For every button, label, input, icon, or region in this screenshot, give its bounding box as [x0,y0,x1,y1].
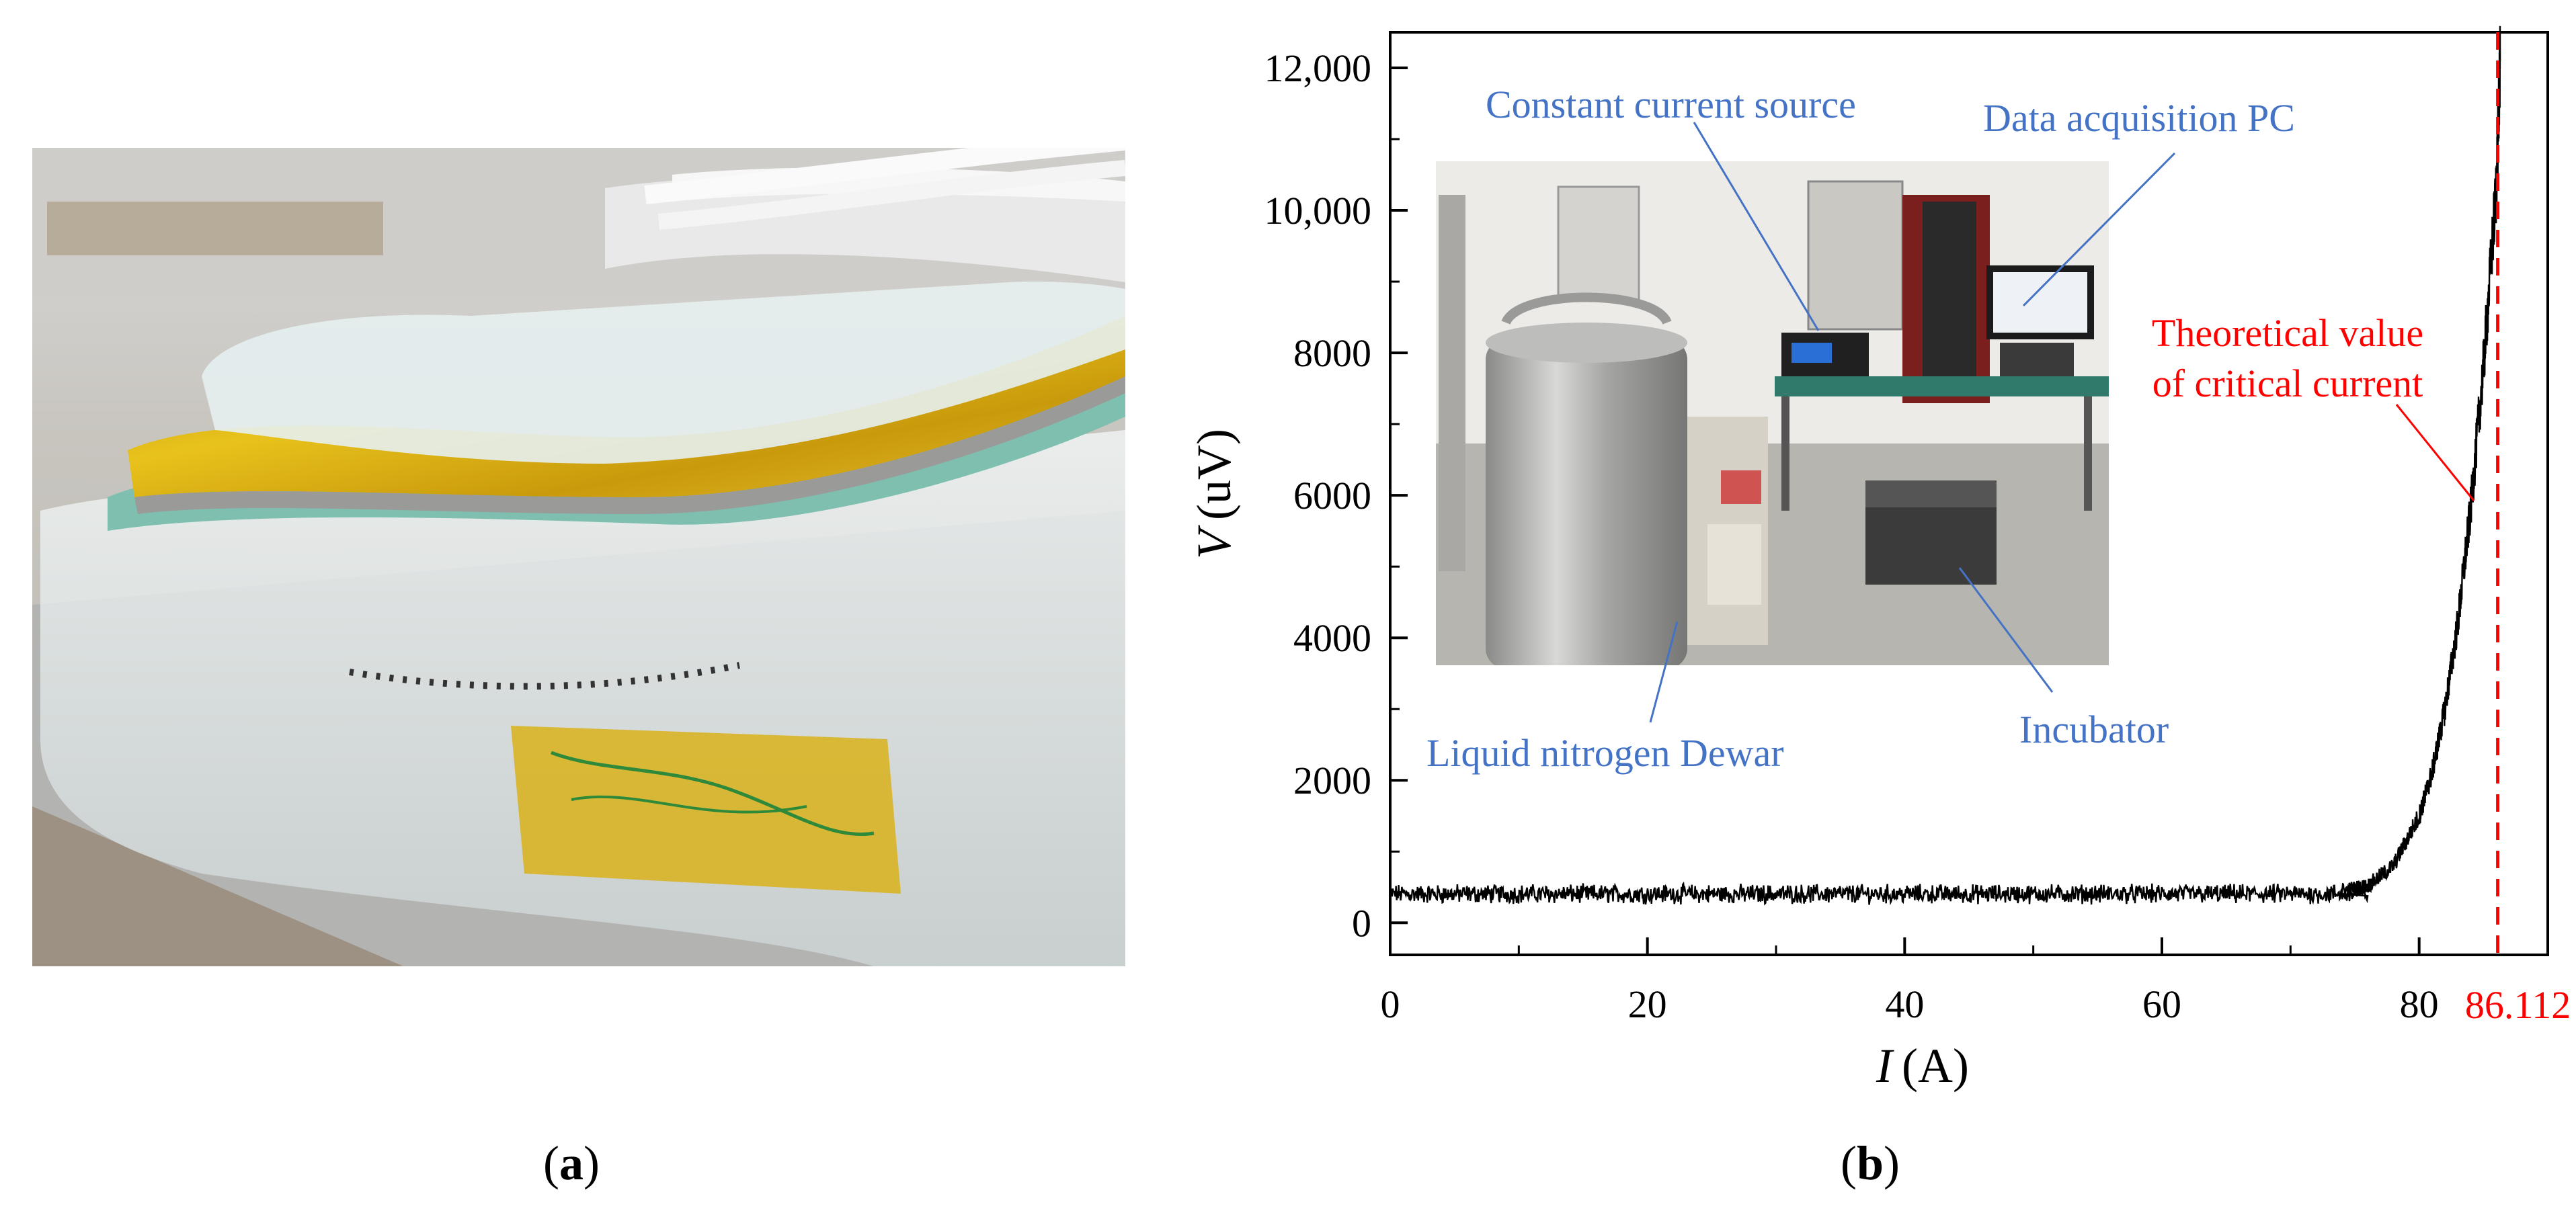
leader-incubator [1958,567,2054,693]
annotation-theoretical-value-line1: Theoretical value [2152,311,2423,355]
x-axis-var: I [1876,1039,1894,1093]
panel-label-a-close: ) [583,1136,600,1190]
leader-data-acquisition-pc [2022,152,2176,307]
y-tick-label: 6000 [1293,474,1371,517]
y-tick-label: 4000 [1293,616,1371,660]
x-tick-label: 40 [1885,982,1924,1026]
annotation-data-acquisition-pc: Data acquisition PC [1983,96,2295,140]
inset-setup-photo [1436,161,2109,665]
annotation-theoretical-value-line2: of critical current [2152,362,2423,405]
panel-label-a-open: ( [543,1136,559,1190]
plot-frame [1389,31,2549,956]
y-axis-unit: (uV) [1187,429,1241,520]
x-axis-title: I (A) [1876,1039,1969,1093]
panel-label-a-letter: a [559,1136,583,1190]
x-tick-label: 20 [1628,982,1667,1026]
annotation-incubator: Incubator [2019,708,2169,751]
critical-current-tick-label: 86.112 [2465,983,2571,1027]
panel-label-b-close: ) [1884,1136,1900,1190]
annotation-liquid-nitrogen-dewar: Liquid nitrogen Dewar [1426,731,1784,775]
leader-theoretical-value [2395,404,2475,501]
y-tick-label: 0 [1352,901,1371,945]
x-axis-unit: (A) [1902,1039,1969,1093]
panel-label-b: (b) [1841,1136,1900,1191]
leader-liquid-nitrogen-dewar [1649,621,1679,723]
panel-label-b-open: ( [1841,1136,1857,1190]
x-axis-ticks: 0 20 40 60 80 [1381,937,2439,1026]
series-voltage-curve [1389,26,2501,906]
leader-constant-current-source [1693,122,1820,331]
y-axis-var: V [1187,525,1241,559]
x-tick-label: 60 [2142,982,2181,1026]
coil-photo [32,148,1125,966]
y-tick-label: 12,000 [1264,46,1372,90]
annotation-constant-current-source: Constant current source [1486,83,1856,126]
y-tick-label: 8000 [1293,331,1371,375]
y-tick-label: 10,000 [1264,189,1372,233]
x-tick-label: 80 [2400,982,2439,1026]
series-line [1389,26,2501,906]
panel-label-b-letter: b [1856,1136,1884,1190]
y-axis-ticks: 0 2000 4000 6000 8000 10,000 12,000 [1264,46,1408,945]
panel-label-a: (a) [543,1136,600,1191]
y-axis-title: V (uV) [1187,429,1241,559]
y-tick-label: 2000 [1293,759,1371,802]
x-tick-label: 0 [1381,982,1400,1026]
